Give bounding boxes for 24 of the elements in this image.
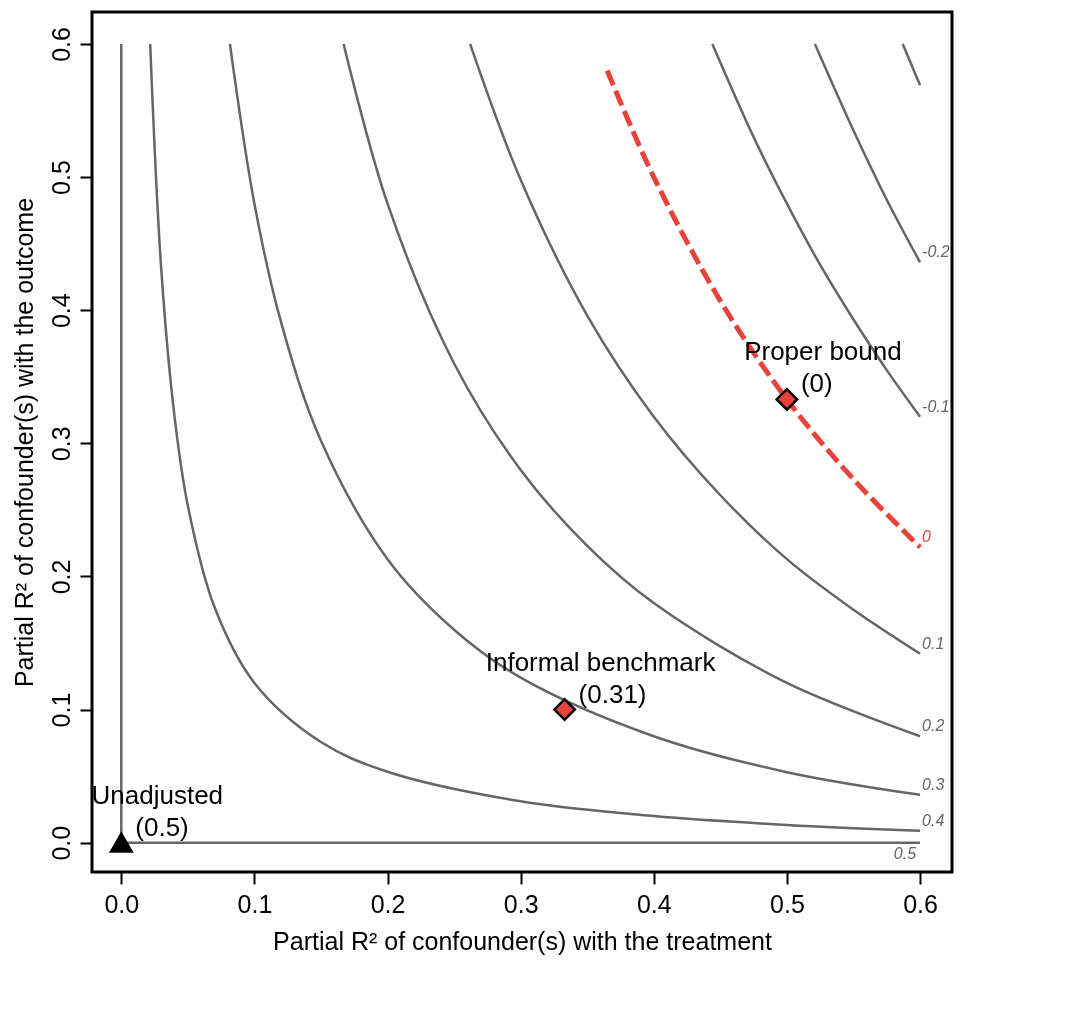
y-tick-label: 0.4: [46, 293, 75, 329]
y-axis-title: Partial R² of confounder(s) with the outcome: [9, 197, 38, 688]
series-label: 0.3: [922, 775, 945, 793]
series-label: -0.2: [922, 243, 950, 261]
y-tick-label: 0.1: [46, 692, 75, 728]
y-tick-label: 0.2: [46, 559, 75, 595]
series-label: -0.1: [922, 397, 950, 415]
y-tick-label: 0.0: [46, 825, 75, 861]
series-label: 0.1: [922, 634, 945, 652]
x-tick-label: 0.2: [370, 889, 406, 918]
x-axis-title: Partial R² of confounder(s) with the treatment: [273, 926, 772, 955]
x-tick-label: 0.3: [503, 889, 539, 918]
series-label: 0.2: [922, 717, 945, 735]
x-tick-label: 0.1: [237, 889, 273, 918]
y-tick-label: 0.3: [46, 426, 75, 462]
series-label: 0.4: [922, 811, 945, 829]
x-tick-label: 0.5: [770, 889, 805, 918]
x-tick-label: 0.4: [636, 889, 672, 918]
x-tick-label: 0.0: [104, 889, 140, 918]
y-tick-label: 0.5: [46, 160, 75, 195]
x-tick-label: 0.6: [903, 889, 938, 918]
series-label: 0.5: [893, 844, 917, 862]
y-tick-label: 0.6: [46, 27, 75, 62]
series-label: 0: [922, 528, 932, 546]
